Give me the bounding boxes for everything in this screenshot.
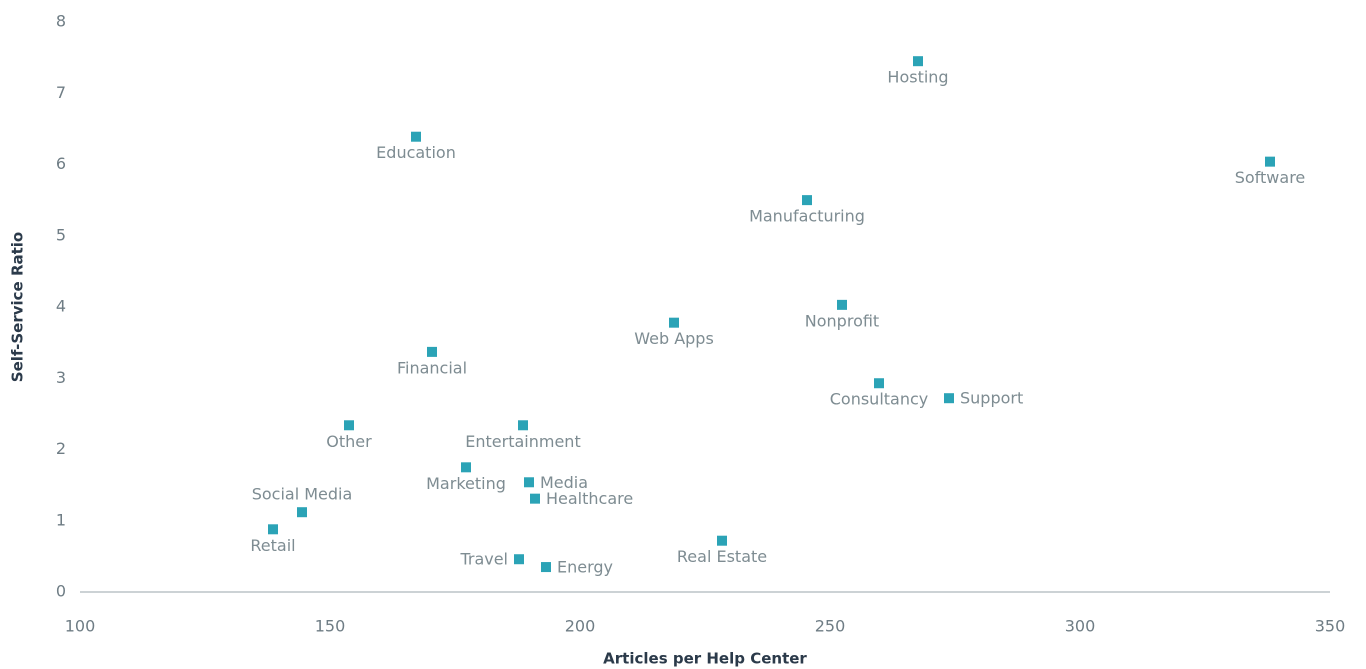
point — [874, 378, 884, 389]
point-label: Marketing — [426, 474, 506, 493]
point-label: Nonprofit — [805, 311, 879, 330]
x-tick-label: 150 — [315, 617, 346, 636]
point-label: Education — [376, 143, 456, 162]
y-tick-label: 5 — [56, 225, 66, 244]
x-tick-label: 200 — [565, 617, 596, 636]
point — [669, 317, 679, 328]
point-label: Hosting — [887, 68, 948, 87]
point — [837, 299, 847, 310]
y-tick-label: 8 — [56, 12, 66, 31]
x-tick-label: 350 — [1315, 617, 1346, 636]
x-tick-label: 300 — [1065, 617, 1096, 636]
point-label: Financial — [397, 358, 467, 377]
point — [913, 56, 923, 67]
point-label: Travel — [459, 550, 508, 569]
point-label: Consultancy — [830, 390, 929, 409]
point-label: Retail — [250, 536, 295, 555]
point-label: Healthcare — [546, 489, 633, 508]
point-label: Real Estate — [677, 547, 767, 566]
point-label: Manufacturing — [749, 207, 865, 226]
x-tick-label: 100 — [65, 617, 96, 636]
y-axis-title: Self-Service Ratio — [9, 232, 27, 382]
point-label: Media — [540, 473, 588, 492]
point — [344, 420, 354, 431]
point — [268, 524, 278, 535]
y-tick-label: 3 — [56, 368, 66, 387]
point — [717, 535, 727, 546]
point — [944, 393, 954, 404]
point — [411, 131, 421, 142]
y-tick-label: 6 — [56, 154, 66, 173]
point — [802, 195, 812, 206]
point — [518, 420, 528, 431]
point-label: Energy — [557, 558, 613, 577]
point — [427, 346, 437, 357]
point — [524, 477, 534, 488]
point-label: Software — [1235, 168, 1306, 187]
point-label: Social Media — [252, 485, 353, 504]
point — [461, 462, 471, 473]
y-tick-label: 2 — [56, 439, 66, 458]
point-label: Support — [960, 389, 1023, 408]
point — [541, 562, 551, 573]
y-tick-label: 7 — [56, 83, 66, 102]
point-label: Entertainment — [465, 432, 580, 451]
point — [1265, 156, 1275, 167]
y-tick-label: 4 — [56, 297, 66, 316]
point — [297, 507, 307, 518]
point — [514, 554, 524, 565]
x-tick-label: 250 — [815, 617, 846, 636]
x-axis-title: Articles per Help Center — [603, 650, 807, 668]
point-label: Other — [326, 432, 372, 451]
point — [530, 493, 540, 504]
y-tick-label: 1 — [56, 510, 66, 529]
y-tick-label: 0 — [56, 582, 66, 601]
point-label: Web Apps — [634, 329, 714, 348]
